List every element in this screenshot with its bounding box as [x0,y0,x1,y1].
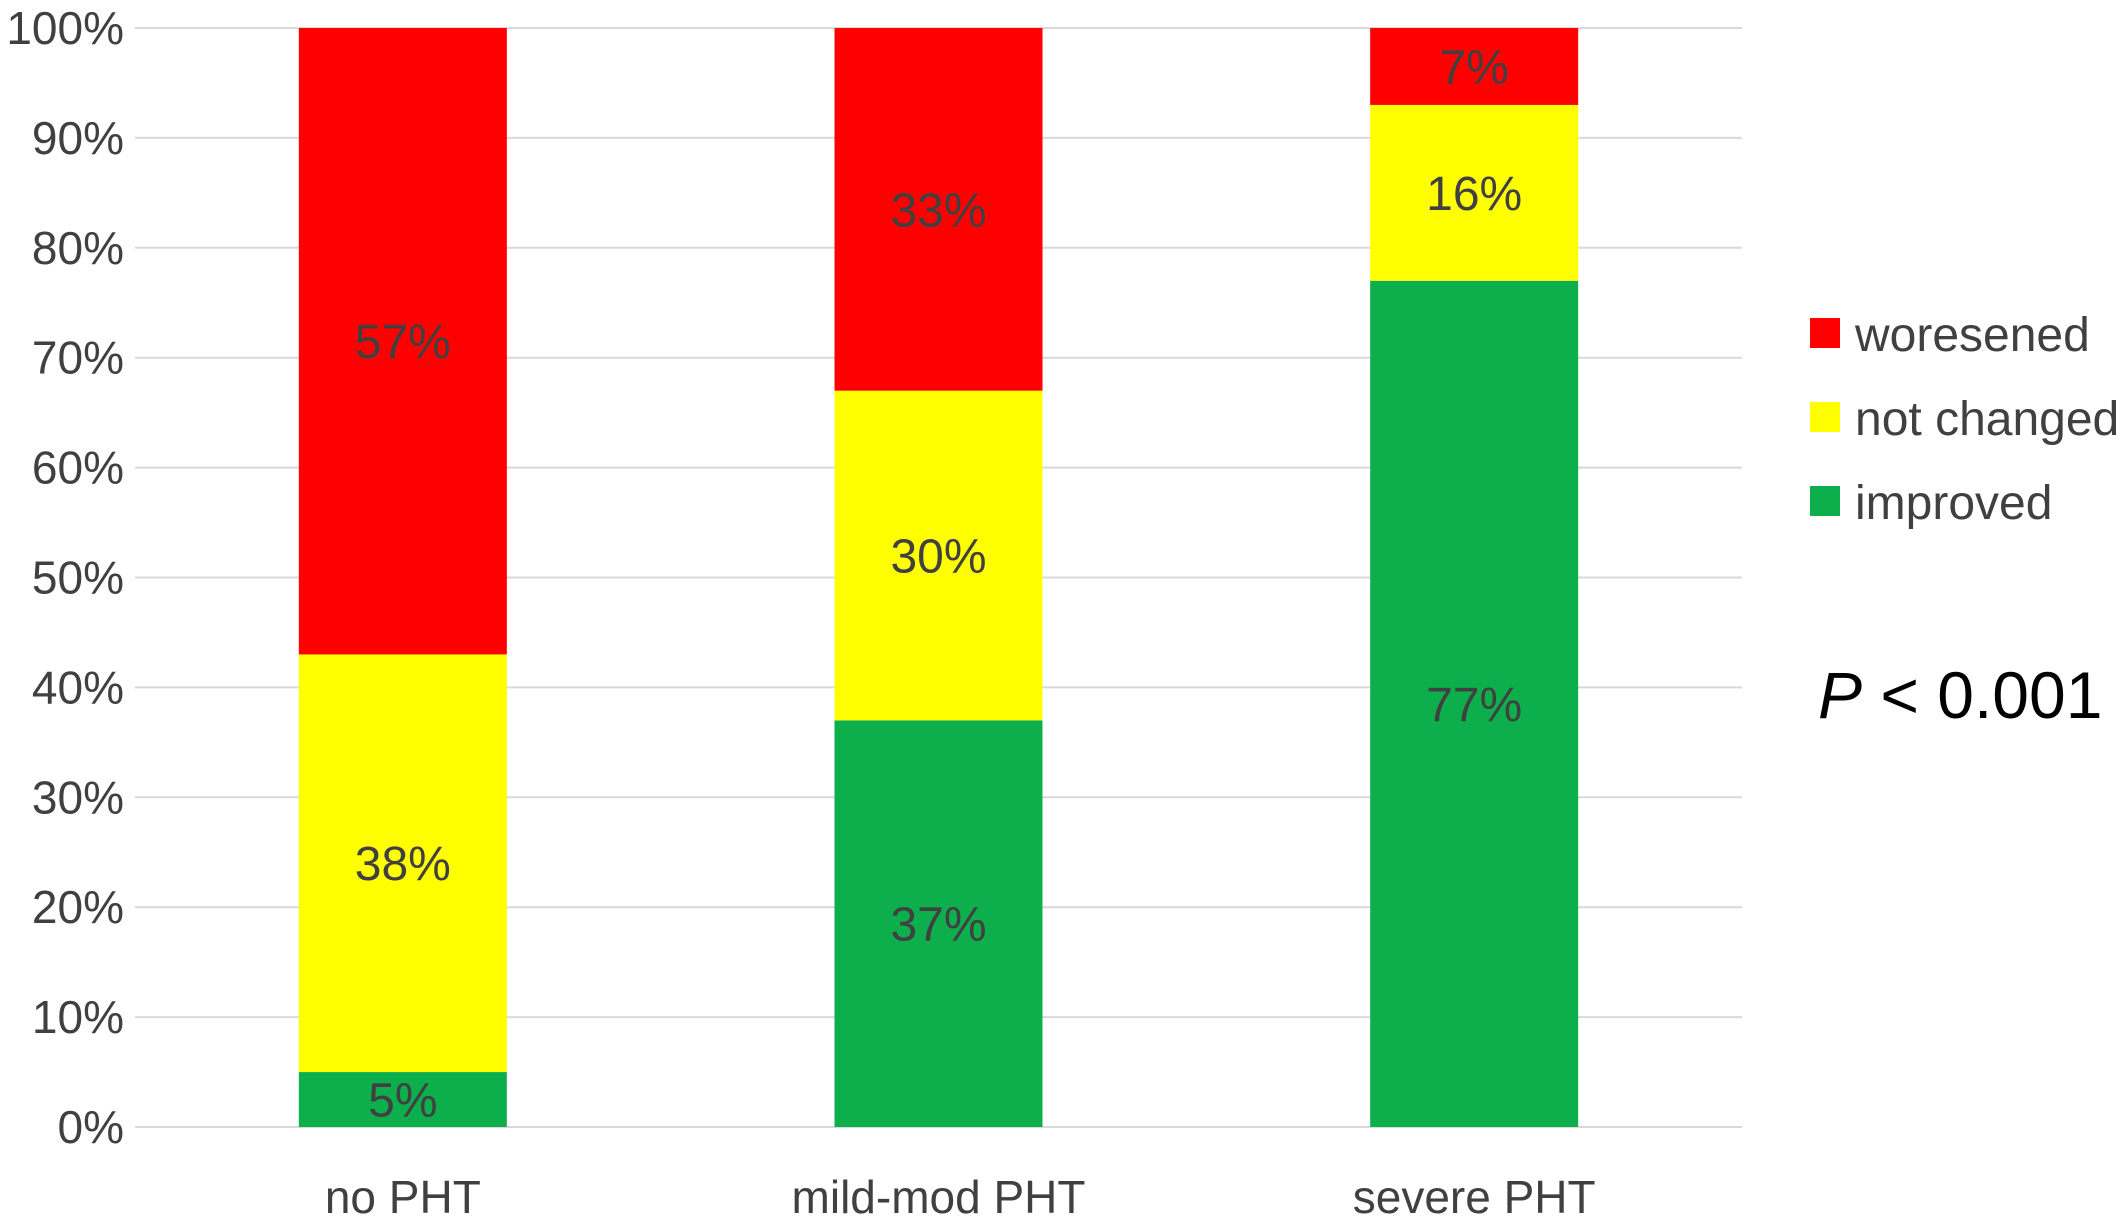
x-category-label: severe PHT [1353,1171,1596,1219]
y-tick-label: 70% [32,332,124,384]
bar-segment [1370,280,1579,1127]
x-axis-category-labels: no PHT mild-mod PHT severe PHT [325,1171,1596,1219]
y-tick-label: 40% [32,661,124,713]
y-tick-label: 80% [32,222,124,274]
bar-segment [834,390,1043,721]
bar-segment [298,1072,507,1127]
bar-segment [834,720,1043,1127]
y-tick-label: 30% [32,771,124,823]
legend-label: improved [1855,477,2052,530]
y-tick-label: 90% [32,112,124,164]
y-tick-label: 0% [58,1101,124,1153]
y-tick-label: 50% [32,552,124,604]
y-tick-label: 60% [32,442,124,494]
data-label: 37% [890,899,986,952]
p-value-text: < 0.001 [1862,658,2102,732]
x-category-label: no PHT [325,1171,481,1219]
data-labels: 5% 38% 57% 37% 30% 33% 77% 16% 7% [355,41,1522,1127]
bar-segment [298,654,507,1073]
bar-segment [1370,104,1579,281]
data-label: 33% [890,184,986,237]
data-label: 16% [1426,168,1522,221]
legend-label: not changed [1855,393,2119,446]
bar-segment [1370,28,1579,105]
data-label: 77% [1426,679,1522,732]
data-label: 57% [355,316,451,369]
bar-segment [298,28,507,655]
bar-segment [834,28,1043,391]
bars [298,28,1579,1127]
p-value-symbol: P [1818,658,1862,732]
data-label: 7% [1439,41,1508,94]
legend-swatch [1810,486,1840,516]
data-label: 30% [890,531,986,584]
data-label: 38% [355,838,451,891]
y-tick-label: 10% [32,991,124,1043]
y-axis-tick-labels: 0% 10% 20% 30% 40% 50% 60% 70% 80% 90% 100% [6,2,124,1153]
legend-label: woresened [1854,309,2090,362]
data-label: 5% [368,1075,437,1128]
legend-swatch [1810,318,1840,348]
y-tick-label: 100% [6,2,124,54]
p-value-annotation: P < 0.001 [1818,658,2102,732]
x-category-label: mild-mod PHT [792,1171,1086,1219]
legend: woresened not changed improved [1810,309,2119,530]
y-tick-label: 20% [32,881,124,933]
legend-swatch [1810,402,1840,432]
